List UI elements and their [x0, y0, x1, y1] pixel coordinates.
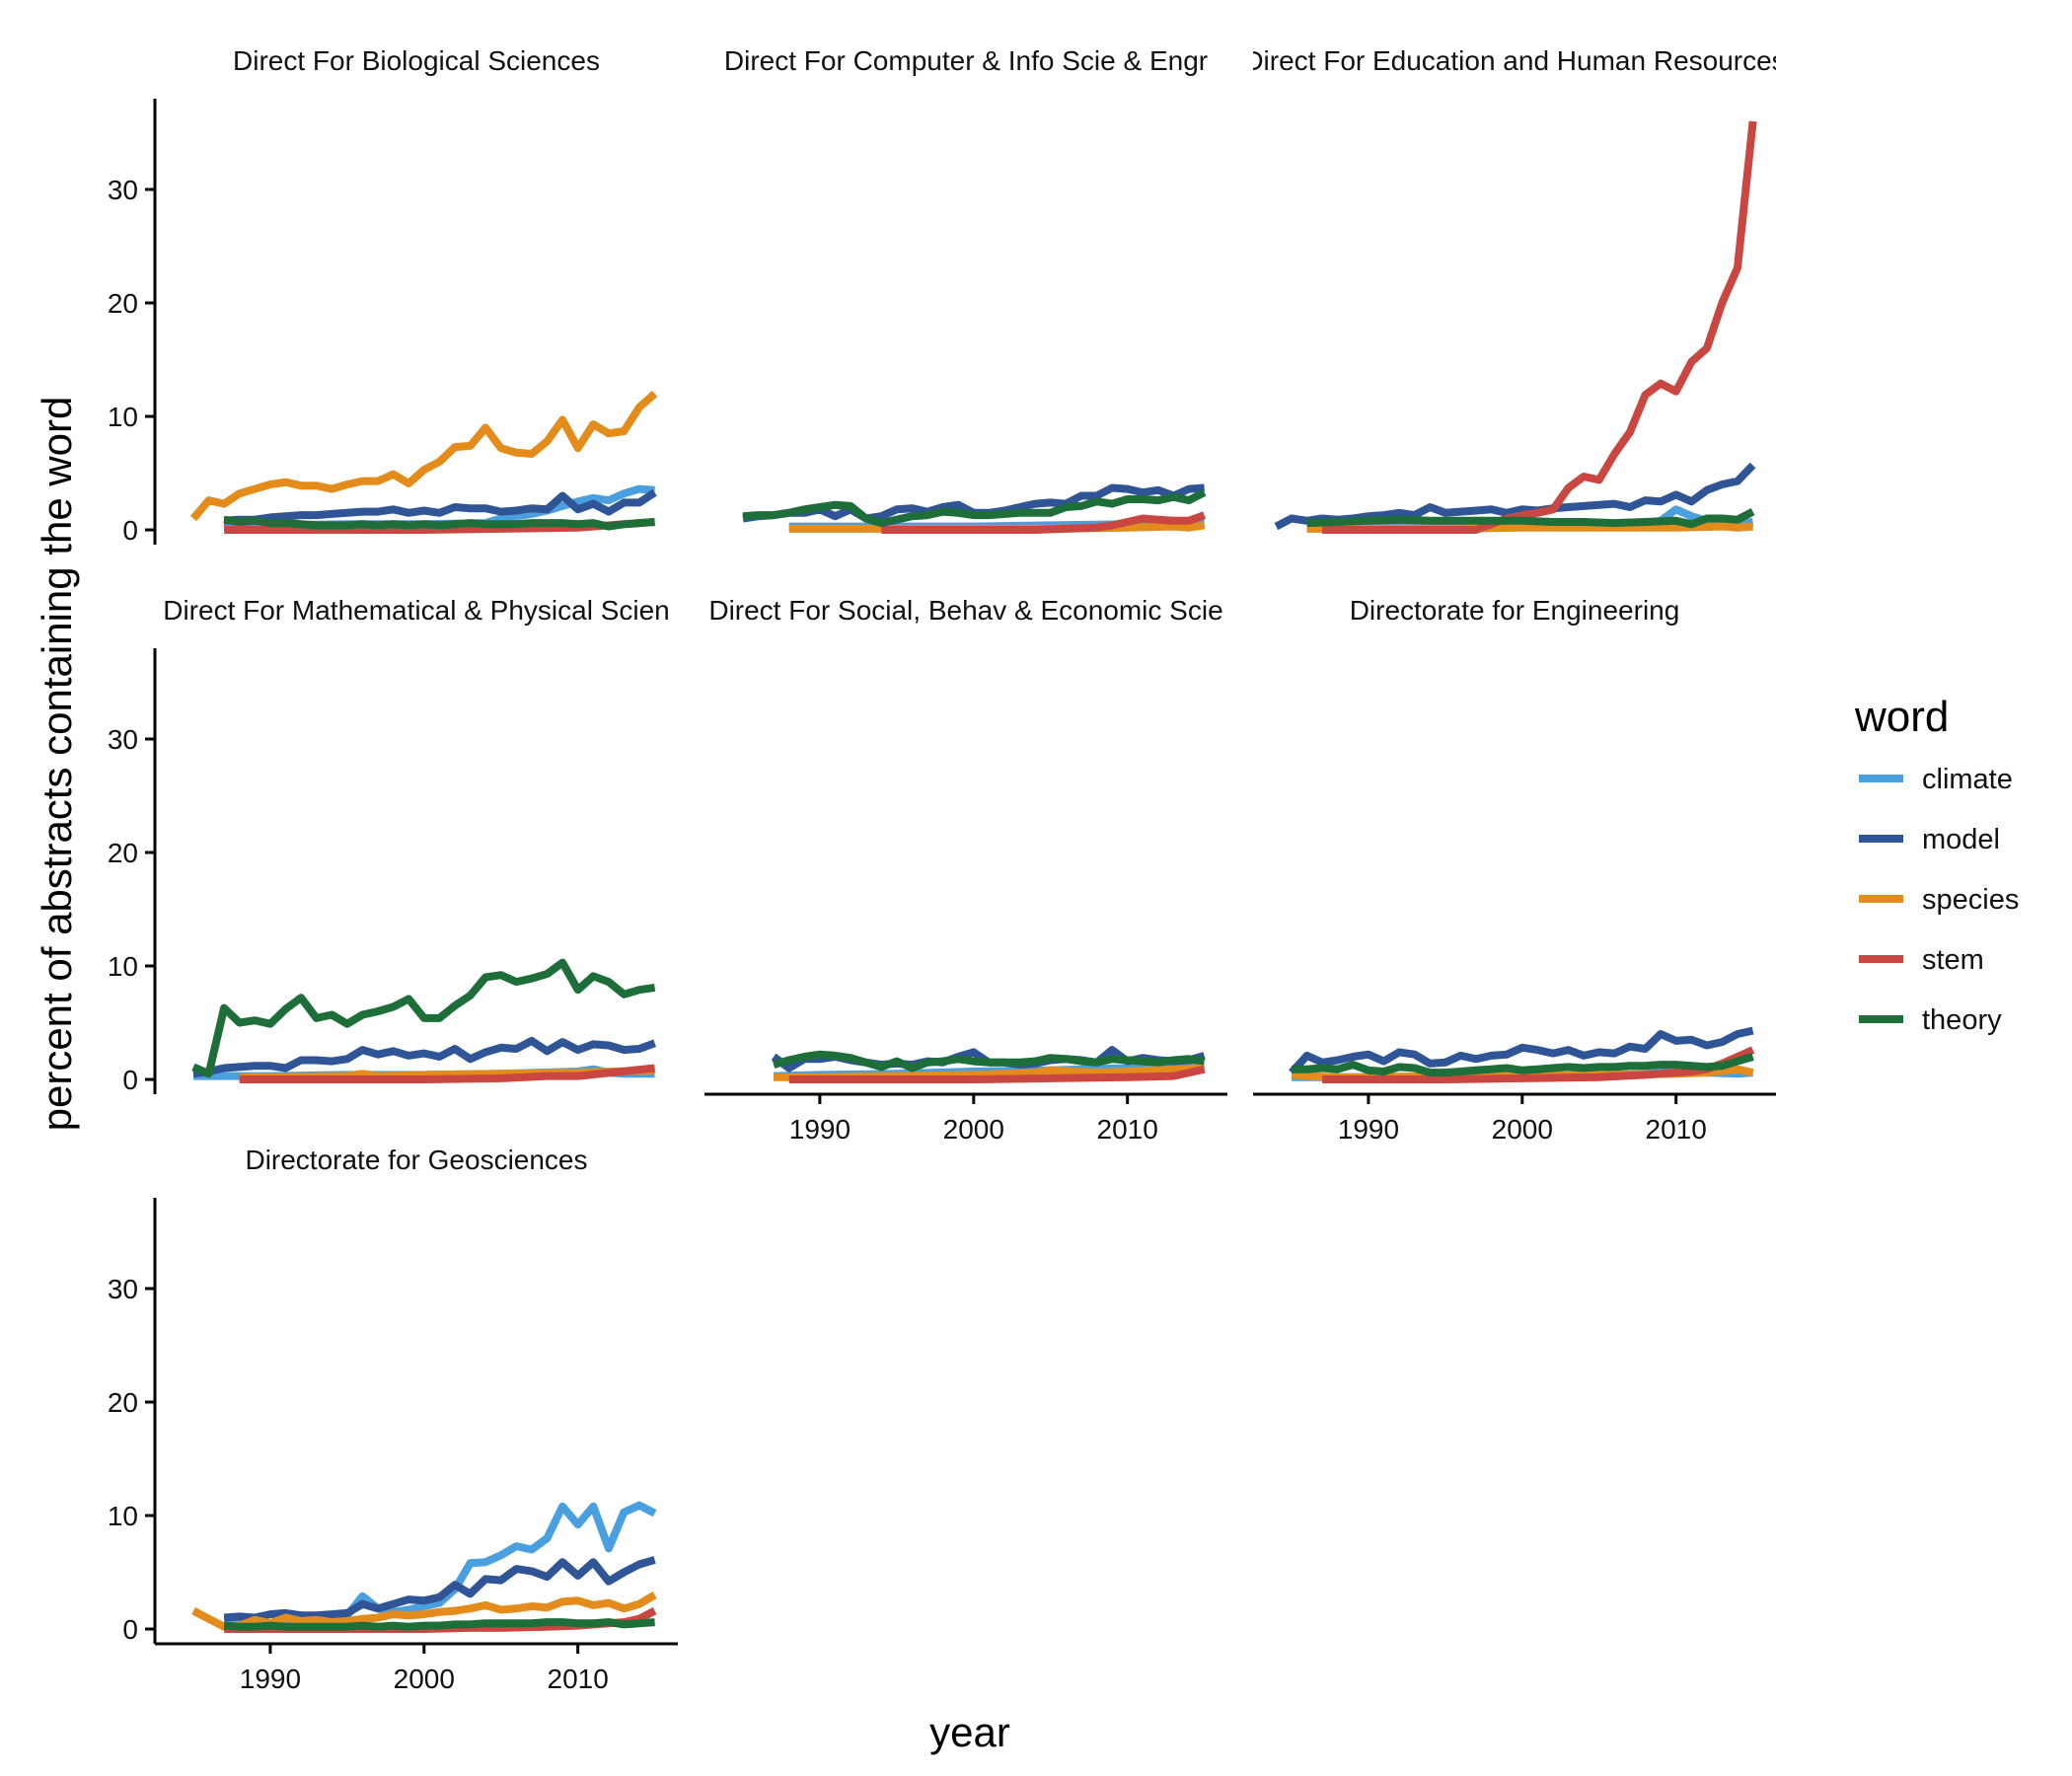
series-line-stem	[239, 1064, 656, 1083]
x-tick-label: 2000	[394, 1664, 455, 1694]
facet-title: Direct For Computer & Info Scie & Engr	[724, 45, 1208, 76]
legend-label: climate	[1922, 764, 2013, 795]
legend-label: species	[1922, 884, 2019, 916]
legend-item-model: model	[1859, 824, 2000, 855]
facet-panel: Direct For Computer & Info Scie & Engr	[724, 45, 1208, 534]
series-line-stem	[788, 1065, 1206, 1083]
series-line-model	[1289, 1026, 1754, 1075]
legend-item-climate: climate	[1859, 764, 2013, 795]
facet-panel: Directorate for Geosciences 0 10 20 30 1990 20…	[108, 1145, 678, 1694]
series-line-stem	[1322, 120, 1757, 534]
legend-item-species: species	[1859, 884, 2019, 916]
facet-title: Direct For Social, Behav & Economic Scie	[708, 595, 1222, 626]
facets-layer: Direct For Biological Sciences0102030Dir…	[108, 45, 1785, 1694]
legend-items: climate model species stem theory	[1859, 764, 2019, 1036]
y-tick-label: 10	[108, 1501, 138, 1531]
x-tick-label: 2000	[943, 1114, 1004, 1145]
x-tick-label: 2010	[548, 1664, 609, 1694]
facet-title: Direct For Mathematical & Physical Scien	[163, 595, 670, 626]
series-line-theory	[223, 515, 655, 531]
facet-title: Direct For Biological Sciences	[233, 45, 600, 76]
series-line-theory	[223, 1618, 655, 1631]
legend-label: theory	[1922, 1004, 2002, 1036]
y-axis-title: percent of abstracts containing the word	[34, 397, 80, 1132]
series-line-theory	[191, 958, 656, 1078]
facet-panel: Directorate for Engineering 1990 2000 2010	[1253, 595, 1776, 1145]
legend-item-stem: stem	[1859, 944, 1984, 976]
x-tick-label: 2010	[1097, 1114, 1158, 1145]
legend-label: stem	[1922, 944, 1984, 976]
legend-title: word	[1854, 693, 1949, 741]
series-line-theory	[742, 488, 1207, 528]
legend-item-theory: theory	[1859, 1004, 2002, 1036]
series-line-species	[189, 391, 658, 522]
legend: word climate model species stem theory	[1854, 693, 2019, 1036]
series-line-theory	[1306, 508, 1755, 529]
y-tick-label: 30	[108, 724, 138, 755]
y-tick-label: 30	[108, 1274, 138, 1304]
y-tick-label: 10	[108, 951, 138, 982]
series-line-stem	[881, 511, 1206, 534]
y-tick-label: 0	[122, 1614, 138, 1645]
facet-panel: Direct For Mathematical & Physical Scien…	[108, 595, 670, 1095]
facet-title: Direct For Education and Human Resources	[1243, 45, 1785, 76]
x-axis-title: year	[929, 1709, 1010, 1755]
x-tick-label: 1990	[240, 1664, 301, 1694]
y-tick-label: 20	[108, 1387, 138, 1418]
series-line-theory	[1292, 1053, 1754, 1077]
y-tick-label: 30	[108, 175, 138, 205]
y-tick-label: 20	[108, 288, 138, 319]
x-tick-label: 1990	[1338, 1114, 1399, 1145]
x-tick-label: 1990	[789, 1114, 851, 1145]
series-line-model	[223, 1556, 656, 1622]
x-tick-label: 2010	[1646, 1114, 1707, 1145]
series-line-theory	[772, 1050, 1206, 1073]
y-tick-label: 10	[108, 402, 138, 432]
y-tick-label: 0	[122, 515, 138, 546]
x-tick-label: 2000	[1492, 1114, 1553, 1145]
facet-panel: Direct For Biological Sciences 0 10 20 30	[108, 45, 658, 546]
series-line-model	[192, 1036, 656, 1078]
facet-title: Directorate for Engineering	[1350, 595, 1680, 626]
y-tick-label: 0	[122, 1065, 138, 1095]
legend-label: model	[1922, 824, 2000, 855]
facet-panel: Direct For Education and Human Resources	[1243, 45, 1785, 534]
y-tick-label: 20	[108, 838, 138, 868]
facet-panel: Direct For Social, Behav & Economic Scie…	[704, 595, 1227, 1145]
facet-title: Directorate for Geosciences	[245, 1145, 587, 1175]
series-line-model	[223, 488, 657, 525]
